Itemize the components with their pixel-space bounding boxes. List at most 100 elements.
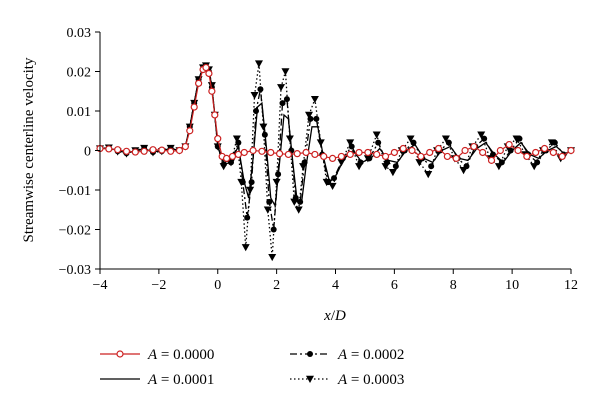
data-point <box>234 150 242 159</box>
data-point <box>232 135 241 143</box>
data-point <box>355 148 363 157</box>
y-tick-label: −0.03 <box>59 263 91 278</box>
data-point <box>279 100 286 107</box>
x-axis-title: x/D <box>323 308 346 324</box>
data-point <box>507 147 514 154</box>
data-point <box>426 148 434 157</box>
data-point <box>105 145 113 153</box>
x-tick-label: −2 <box>151 278 166 293</box>
data-point <box>266 198 273 205</box>
data-point <box>302 148 310 157</box>
data-point <box>283 96 290 103</box>
data-point <box>514 146 522 155</box>
data-point <box>220 161 227 168</box>
data-point <box>428 163 435 170</box>
data-point <box>190 103 198 111</box>
data-point <box>267 148 275 157</box>
data-point <box>373 150 381 159</box>
data-point <box>205 69 213 78</box>
data-point <box>408 146 416 155</box>
legend-label: A = 0.0002 <box>337 347 404 363</box>
x-tick-label: 0 <box>214 278 221 293</box>
data-point <box>305 111 314 119</box>
data-point <box>463 163 470 170</box>
legend-label: A = 0.0000 <box>147 347 214 363</box>
data-point <box>357 159 364 166</box>
data-point <box>281 68 290 76</box>
data-point <box>551 139 558 146</box>
data-point <box>489 151 496 158</box>
data-point <box>122 147 131 155</box>
data-point <box>523 152 531 161</box>
data-point <box>516 135 523 142</box>
series-layer <box>96 60 575 262</box>
data-point <box>259 123 268 131</box>
data-point <box>479 148 487 157</box>
y-tick-label: 0.02 <box>67 66 92 81</box>
data-point <box>254 60 263 68</box>
legend: A = 0.0000 A = 0.0001 A = 0.0002 A = 0.0003 <box>100 347 404 388</box>
y-tick-label: 0.01 <box>67 105 92 120</box>
y-tick-label: 0.03 <box>67 26 92 41</box>
legend-entry: A = 0.0002 <box>290 347 404 363</box>
data-point <box>328 154 337 162</box>
data-point <box>388 169 397 177</box>
data-point <box>532 148 540 157</box>
data-point <box>293 150 301 158</box>
data-point <box>270 226 277 233</box>
data-point <box>140 147 148 155</box>
data-point <box>186 127 194 135</box>
data-point <box>268 253 277 262</box>
data-point <box>424 171 433 179</box>
data-point <box>496 146 504 155</box>
series-0 <box>96 63 575 164</box>
data-point <box>307 115 314 122</box>
data-point <box>275 150 284 158</box>
data-point <box>228 152 237 161</box>
data-point <box>443 152 451 161</box>
x-tick-label: 4 <box>332 278 339 293</box>
data-point <box>249 146 257 155</box>
legend-entry: A = 0.0003 <box>290 372 404 388</box>
data-point <box>272 178 281 187</box>
data-point <box>417 152 425 161</box>
legend-label: A = 0.0003 <box>337 372 404 388</box>
data-point <box>381 152 390 161</box>
data-point <box>311 150 319 159</box>
x-tick-label: 2 <box>273 278 280 293</box>
data-point <box>167 147 175 155</box>
legend-entry: A = 0.0001 <box>100 372 214 388</box>
x-tick-label: −4 <box>93 278 108 293</box>
data-point <box>277 84 286 92</box>
y-axis-title: Streamwise centerline velocity <box>21 57 37 242</box>
data-point <box>240 148 248 157</box>
data-point <box>549 148 557 157</box>
data-point <box>195 79 203 87</box>
x-tick-label: 6 <box>391 278 398 293</box>
data-point <box>253 108 260 114</box>
series-1 <box>99 64 572 208</box>
data-point <box>149 146 157 154</box>
data-point <box>328 182 337 191</box>
x-tick-label: 8 <box>450 278 457 293</box>
data-point <box>310 95 319 104</box>
data-point <box>392 163 399 170</box>
data-point <box>337 152 345 161</box>
data-point <box>257 86 264 93</box>
data-point <box>364 148 372 157</box>
data-point <box>114 146 122 154</box>
data-point <box>498 159 505 166</box>
data-point <box>348 143 355 150</box>
data-point <box>248 179 255 186</box>
data-point <box>375 139 382 146</box>
data-point <box>487 156 496 164</box>
legend-marker <box>116 350 124 358</box>
data-point <box>470 142 478 151</box>
data-point <box>477 131 486 139</box>
data-point <box>346 150 354 159</box>
data-point <box>244 214 251 221</box>
y-tick-label: 0 <box>84 145 91 160</box>
data-point <box>320 152 328 161</box>
y-ticks: 0.03 0.02 0.01 0 −0.01 −0.02 −0.03 <box>59 26 100 278</box>
data-point <box>399 144 407 153</box>
